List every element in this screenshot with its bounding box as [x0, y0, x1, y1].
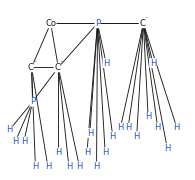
Text: C: C: [27, 63, 33, 72]
Text: H: H: [55, 148, 61, 157]
Text: P: P: [30, 97, 35, 106]
Text: H: H: [145, 112, 151, 121]
Text: H: H: [76, 162, 82, 171]
Text: C: C: [54, 63, 60, 72]
Text: H: H: [103, 59, 109, 68]
Text: H: H: [66, 162, 72, 171]
Text: H: H: [102, 148, 108, 157]
Text: H: H: [125, 123, 131, 132]
Text: H: H: [154, 123, 161, 132]
Text: H: H: [164, 144, 170, 153]
Text: H: H: [134, 132, 140, 141]
Text: H: H: [87, 129, 93, 138]
Text: C: C: [139, 19, 145, 28]
Text: P: P: [95, 19, 100, 28]
Text: H: H: [21, 137, 27, 146]
Text: H: H: [110, 132, 116, 141]
Text: H: H: [12, 137, 19, 146]
Text: ⁻: ⁻: [33, 61, 36, 66]
Text: ⁻: ⁻: [60, 61, 63, 66]
Text: H: H: [150, 59, 156, 68]
Text: H: H: [174, 123, 180, 132]
Text: H: H: [45, 162, 51, 171]
Text: H: H: [117, 123, 124, 132]
Text: Co: Co: [45, 19, 56, 28]
Text: H: H: [6, 125, 13, 134]
Text: H: H: [84, 148, 90, 157]
Text: ⁻: ⁻: [145, 17, 148, 22]
Text: H: H: [32, 162, 39, 171]
Text: H: H: [93, 162, 100, 171]
